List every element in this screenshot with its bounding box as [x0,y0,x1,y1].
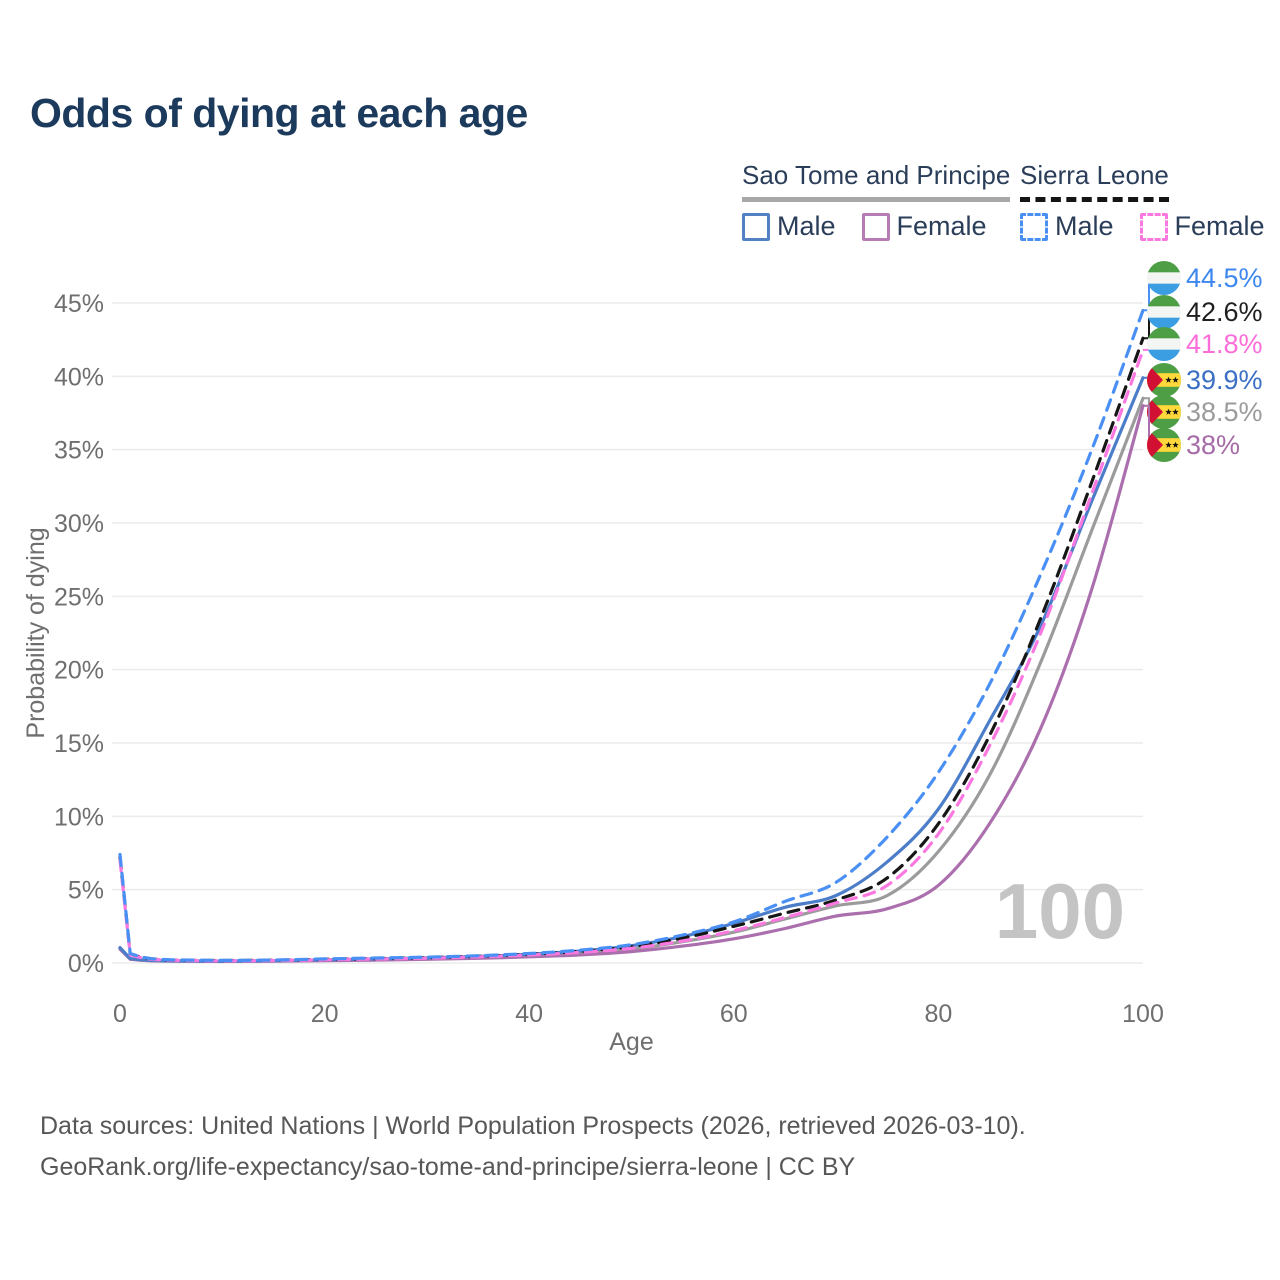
y-tick-label: 45% [54,290,104,318]
flag-icon-sierra-leone [1147,261,1181,295]
legend-items-row: Male Female [742,211,1010,242]
flag-icon-sao-tome-and-principe [1147,363,1181,397]
end-value-label: 39.9% [1186,365,1263,395]
legend-checkbox-icon[interactable] [861,212,890,241]
flag-icon-sierra-leone [1147,295,1181,329]
series-line-sao-tome-and-principe-both [118,396,1145,963]
y-tick-label: 35% [54,437,104,465]
footer-data-sources: Data sources: United Nations | World Pop… [40,1112,1026,1140]
y-tick-label: 25% [54,583,104,611]
y-tick-label: 40% [54,363,104,391]
legend-item-male[interactable]: Male [1020,211,1114,242]
legend-checkbox-icon[interactable] [742,212,770,241]
x-tick-label: 60 [720,1000,748,1028]
legend-items-row: Male Female [1020,211,1265,242]
legend-item-label: Female [1174,211,1265,241]
legend-item-label: Male [777,211,836,241]
end-value-label: 38.5% [1186,397,1263,427]
age-watermark: 100 [995,867,1125,955]
legend-item-female[interactable]: Female [861,211,987,242]
y-tick-label: 10% [54,803,104,831]
end-value-label: 44.5% [1186,263,1263,293]
series-line-sierra-leone-male [118,308,1145,963]
end-value-label: 38% [1186,430,1240,460]
legend-group-sao-tome-and-principe: Sao Tome and Principe Male Female [742,160,1011,242]
legend-checkbox-icon[interactable] [1020,212,1048,241]
legend-checkbox-icon[interactable] [1139,212,1168,241]
end-value-label: 42.6% [1186,297,1263,327]
y-axis-title: Probability of dying [22,527,50,738]
y-tick-label: 0% [68,950,104,978]
footer-attribution: GeoRank.org/life-expectancy/sao-tome-and… [40,1153,856,1181]
y-tick-label: 5% [68,877,104,905]
y-tick-label: 15% [54,730,104,758]
x-tick-label: 0 [113,1000,127,1028]
flag-icon-sierra-leone [1147,327,1181,361]
x-tick-label: 40 [515,1000,543,1028]
legend-group-sierra-leone: Sierra Leone Male Female [1020,160,1265,242]
x-axis-title: Age [609,1028,653,1056]
legend-item-label: Female [896,211,987,241]
x-tick-label: 100 [1122,1000,1164,1028]
legend-country-label: Sierra Leone [1020,160,1169,202]
series-line-sierra-leone-female [118,348,1145,963]
flag-icon-sao-tome-and-principe [1147,428,1181,462]
legend: Sao Tome and Principe Male Female Sierra Le… [0,160,1280,250]
flag-icon-sao-tome-and-principe [1147,395,1181,429]
x-tick-label: 20 [311,1000,339,1028]
legend-item-male[interactable]: Male [742,211,836,242]
legend-item-label: Male [1055,211,1114,241]
footer: Data sources: United Nations | World Pop… [40,1106,1026,1188]
page-title: Odds of dying at each age [30,90,528,136]
y-tick-label: 30% [54,510,104,538]
legend-country-label: Sao Tome and Principe [742,160,1011,202]
series-line-sierra-leone-both [118,336,1145,963]
end-value-label: 41.8% [1186,329,1263,359]
x-tick-label: 80 [924,1000,952,1028]
y-tick-label: 20% [54,657,104,685]
legend-item-female[interactable]: Female [1139,211,1265,242]
